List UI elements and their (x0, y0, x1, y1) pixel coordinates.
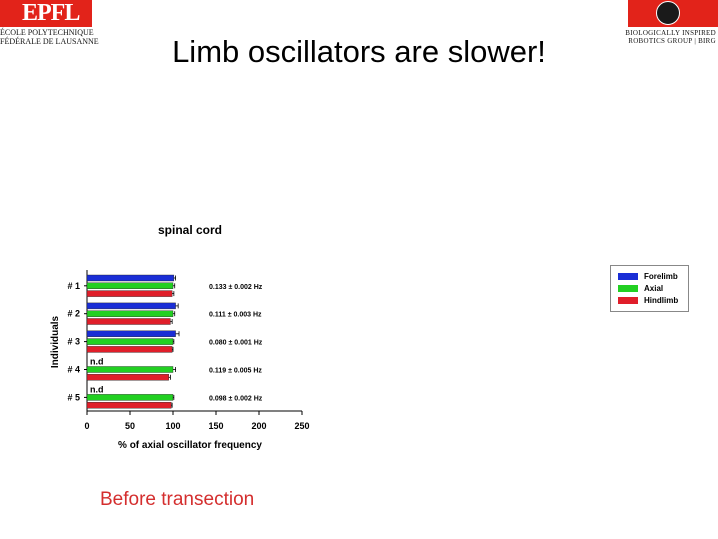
epfl-logo-mark: EPFL (0, 0, 92, 27)
bar-hindlimb (86, 318, 171, 325)
legend-swatch-hindlimb (618, 297, 638, 304)
legend-swatch-forelimb (618, 273, 638, 280)
bar-axial (86, 394, 174, 401)
not-determined-label: n.d (90, 385, 104, 395)
x-axis-label: % of axial oscillator frequency (118, 440, 262, 451)
x-tick-label: 150 (208, 421, 223, 431)
frequency-annotation: 0.119 ± 0.005 Hz (209, 368, 262, 375)
not-determined-label: n.d (90, 357, 104, 367)
x-tick-label: 200 (251, 421, 266, 431)
y-tick-label: # 4 (67, 365, 80, 375)
x-tick-label: 100 (165, 421, 180, 431)
slide-title: Limb oscillators are slower! (172, 34, 546, 69)
bar-hindlimb (86, 374, 169, 381)
legend-swatch-axial (618, 285, 638, 292)
y-tick-label: # 3 (67, 337, 80, 347)
bar-hindlimb (86, 290, 173, 297)
frequency-annotation: 0.133 ± 0.002 Hz (209, 284, 263, 291)
epfl-logo: EPFL ÉCOLE POLYTECHNIQUE FÉDÉRALE DE LAU… (0, 0, 100, 48)
bar-hindlimb (86, 402, 172, 409)
y-tick-label: # 2 (67, 309, 80, 319)
y-axis-label: Individuals (50, 315, 61, 368)
bar-axial (86, 366, 174, 373)
birg-logo: BIOLOGICALLY INSPIRED ROBOTICS GROUP | B… (625, 0, 718, 48)
bar-axial (86, 282, 174, 289)
frequency-annotation: 0.080 ± 0.001 Hz (209, 340, 263, 347)
chart-title: spinal cord (157, 223, 222, 237)
frequency-annotation: 0.111 ± 0.003 Hz (209, 312, 262, 319)
slide-caption: Before transection (100, 489, 255, 510)
birg-logo-mark (628, 0, 718, 27)
frequency-annotation: 0.098 ± 0.002 Hz (209, 395, 263, 402)
salamander-icon (656, 1, 680, 25)
y-tick-label: # 5 (67, 392, 80, 402)
birg-logo-line1: BIOLOGICALLY INSPIRED (625, 29, 716, 37)
x-tick-label: 50 (125, 421, 135, 431)
legend-label-axial: Axial (644, 284, 664, 293)
bar-forelimb (86, 330, 176, 337)
y-tick-label: # 1 (67, 281, 80, 291)
bar-axial (86, 310, 174, 317)
bar-forelimb (86, 274, 175, 282)
legend-label-hindlimb: Hindlimb (644, 296, 679, 305)
epfl-logo-line2: FÉDÉRALE DE LAUSANNE (0, 37, 99, 46)
epfl-logo-line1: ÉCOLE POLYTECHNIQUE (0, 28, 94, 37)
bar-axial (86, 338, 174, 345)
birg-logo-line2: ROBOTICS GROUP | BIRG (628, 37, 716, 45)
x-tick-label: 250 (294, 421, 309, 431)
chart-legend: Forelimb Axial Hindlimb (610, 265, 689, 312)
x-tick-label: 0 (84, 421, 89, 431)
bar-forelimb (86, 302, 176, 310)
legend-label-forelimb: Forelimb (644, 272, 678, 281)
bar-hindlimb (86, 346, 173, 353)
